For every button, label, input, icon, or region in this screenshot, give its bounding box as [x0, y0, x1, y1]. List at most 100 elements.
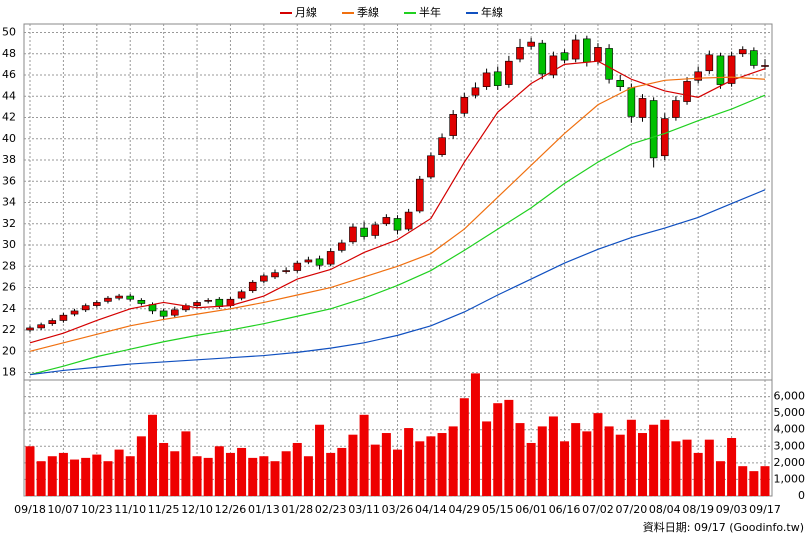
volume-tick-label: 6,000	[774, 390, 806, 403]
x-tick-label: 06/16	[549, 503, 581, 516]
volume-bar	[203, 457, 213, 496]
candle-body	[404, 211, 413, 230]
volume-bar	[237, 447, 247, 496]
volume-bar	[593, 413, 603, 496]
candle-body	[59, 314, 68, 321]
ma-line	[29, 94, 766, 376]
x-tick-label: 08/19	[682, 503, 714, 516]
candle-body	[527, 41, 535, 47]
candle-body	[48, 320, 57, 324]
volume-bar	[459, 398, 469, 496]
volume-bar	[582, 431, 592, 496]
volume-bar	[114, 449, 124, 496]
candle-body	[660, 118, 669, 157]
y-tick-label: 42	[2, 111, 16, 124]
volume-bar	[281, 451, 291, 496]
volume-bar	[660, 419, 670, 496]
candle-body	[393, 218, 402, 231]
candle-body	[104, 297, 112, 302]
x-tick-label: 01/13	[248, 503, 280, 516]
volume-bar	[148, 414, 157, 496]
volume-tick-label: 0	[798, 489, 805, 502]
candle-body	[93, 302, 101, 306]
volume-bar	[738, 466, 748, 496]
volume-bar	[448, 426, 458, 496]
candle-body	[516, 47, 524, 60]
volume-bar	[348, 434, 358, 496]
volume-bar	[259, 456, 269, 496]
volume-bar	[81, 457, 91, 496]
volume-bar	[136, 436, 146, 496]
candle-body	[26, 327, 34, 331]
volume-bar	[393, 449, 402, 496]
candle-body	[293, 262, 302, 271]
volume-bar	[370, 444, 380, 496]
candle-body	[694, 71, 702, 81]
candle-body	[449, 114, 457, 136]
x-tick-label: 09/18	[14, 503, 46, 516]
volume-bar	[58, 452, 68, 496]
candle-body	[215, 298, 224, 307]
volume-bar	[571, 423, 581, 496]
candle-body	[204, 299, 212, 302]
candle-body	[594, 47, 602, 62]
y-tick-label: 34	[2, 196, 16, 209]
candle-body	[338, 242, 346, 251]
candle-body	[638, 98, 647, 118]
x-tick-label: 09/03	[716, 503, 748, 516]
candle-body	[315, 258, 324, 266]
candle-body	[538, 42, 547, 75]
volume-bar	[615, 434, 625, 496]
candle-body	[304, 259, 313, 263]
volume-bar	[437, 433, 447, 496]
candle-body	[560, 52, 569, 61]
legend-label: 季線	[357, 5, 379, 19]
y-tick-label: 20	[2, 344, 16, 357]
candle-body	[583, 38, 591, 63]
y-tick-label: 46	[2, 68, 16, 81]
x-tick-label: 04/29	[448, 503, 480, 516]
volume-bar	[727, 438, 737, 496]
volume-bar	[604, 426, 614, 496]
candle-body	[616, 80, 625, 87]
volume-bar	[125, 456, 135, 496]
volume-bar	[214, 446, 224, 496]
candle-body	[37, 324, 45, 329]
y-tick-label: 48	[2, 47, 16, 60]
candle-body	[738, 49, 747, 55]
candle-body	[427, 155, 435, 178]
volume-bar	[92, 454, 102, 496]
volume-bar	[159, 442, 169, 496]
volume-bar	[548, 416, 558, 496]
x-tick-label: 07/20	[616, 503, 648, 516]
legend-label: 月線	[295, 5, 317, 19]
volume-tick-label: 5,000	[774, 406, 806, 419]
volume-bar	[649, 424, 659, 496]
candle-body	[683, 81, 691, 102]
y-tick-label: 32	[2, 217, 16, 230]
volume-bar	[36, 461, 46, 496]
candle-body	[382, 217, 391, 225]
candle-body	[482, 72, 491, 87]
volume-bar	[704, 439, 714, 496]
volume-bar	[192, 456, 202, 496]
candle-body	[493, 71, 502, 86]
volume-bar	[760, 466, 770, 496]
candle-body	[126, 295, 135, 300]
y-tick-label: 26	[2, 281, 16, 294]
volume-bar	[170, 451, 180, 496]
x-tick-label: 07/02	[582, 503, 614, 516]
candle-body	[750, 50, 758, 66]
x-tick-label: 05/15	[482, 503, 514, 516]
volume-bar	[315, 424, 325, 496]
candle-body	[705, 54, 714, 72]
candle-body	[549, 55, 558, 76]
candle-body	[248, 281, 257, 292]
volume-bar	[303, 456, 313, 496]
x-tick-label: 06/01	[515, 503, 547, 516]
x-tick-label: 09/17	[749, 503, 781, 516]
candle-body	[415, 178, 424, 212]
y-tick-label: 36	[2, 174, 16, 187]
y-tick-label: 40	[2, 132, 16, 145]
volume-bar	[225, 452, 235, 496]
